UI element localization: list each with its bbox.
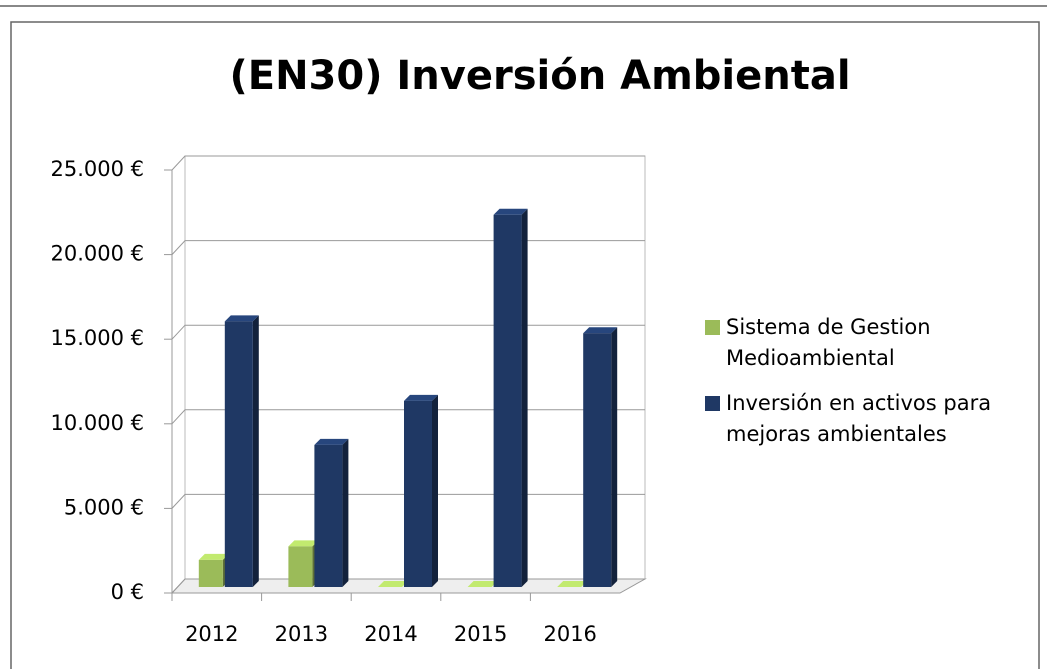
x-tick-label: 2015: [454, 622, 507, 646]
bar: [378, 581, 408, 587]
legend-label: Inversión en activos para mejoras ambien…: [726, 391, 992, 446]
bar: [557, 581, 588, 587]
x-tick-label: 2013: [275, 622, 328, 646]
bar-face: [404, 394, 438, 401]
grid-line: [171, 493, 645, 509]
y-tick-label: 15.000 €: [50, 326, 144, 350]
bar-face: [467, 581, 498, 587]
grid-line: [171, 155, 645, 171]
grid-line: [171, 578, 645, 594]
y-tick-label: 5.000 €: [64, 495, 144, 519]
bar: [467, 581, 498, 587]
bar-face: [314, 444, 343, 587]
legend-swatch: [705, 320, 720, 335]
y-tick-label: 10.000 €: [50, 411, 144, 435]
bar: [583, 327, 618, 587]
bar-face: [224, 321, 253, 587]
bar-face: [557, 581, 588, 587]
grid-line: [171, 409, 645, 425]
bar-face: [224, 315, 259, 322]
bar-face: [288, 546, 313, 587]
y-tick-label: 25.000 €: [50, 157, 144, 181]
grid-line: [171, 324, 645, 340]
legend-item: Sistema de Gestion Medioambiental: [705, 312, 1025, 374]
bar-face: [288, 540, 319, 547]
bar-face: [493, 208, 528, 215]
bar-face: [342, 438, 349, 587]
bar-face: [404, 400, 432, 587]
y-tick-label: 0 €: [111, 580, 144, 604]
bar-face: [493, 214, 522, 587]
legend: Sistema de Gestion Medioambiental Inversi…: [705, 312, 1025, 464]
bar: [224, 315, 259, 587]
x-tick-label: 2016: [543, 622, 596, 646]
x-tick-label: 2012: [185, 622, 238, 646]
bar-face: [252, 315, 259, 587]
bar: [314, 438, 349, 587]
chart-title: (EN30) Inversión Ambiental: [229, 53, 850, 99]
bar: [198, 553, 229, 587]
bar-face: [198, 553, 229, 560]
y-tick-label: 20.000 €: [50, 242, 144, 266]
legend-item: Inversión en activos para mejoras ambien…: [705, 388, 1025, 450]
bar-face: [521, 208, 528, 587]
bar-face: [583, 327, 618, 334]
legend-swatch: [705, 396, 720, 411]
legend-label: Sistema de Gestion Medioambiental: [726, 315, 931, 370]
bar: [288, 540, 319, 587]
bar-face: [314, 438, 349, 445]
bar-face: [198, 559, 223, 587]
x-tick-label: 2014: [364, 622, 417, 646]
bar-face: [583, 333, 612, 587]
grid-line: [171, 240, 645, 255]
bar-face: [611, 327, 618, 587]
chart-frame: [10, 21, 1040, 669]
bar-face: [378, 581, 408, 587]
bar-face: [432, 394, 438, 587]
bar: [404, 394, 438, 587]
bar: [493, 208, 528, 587]
